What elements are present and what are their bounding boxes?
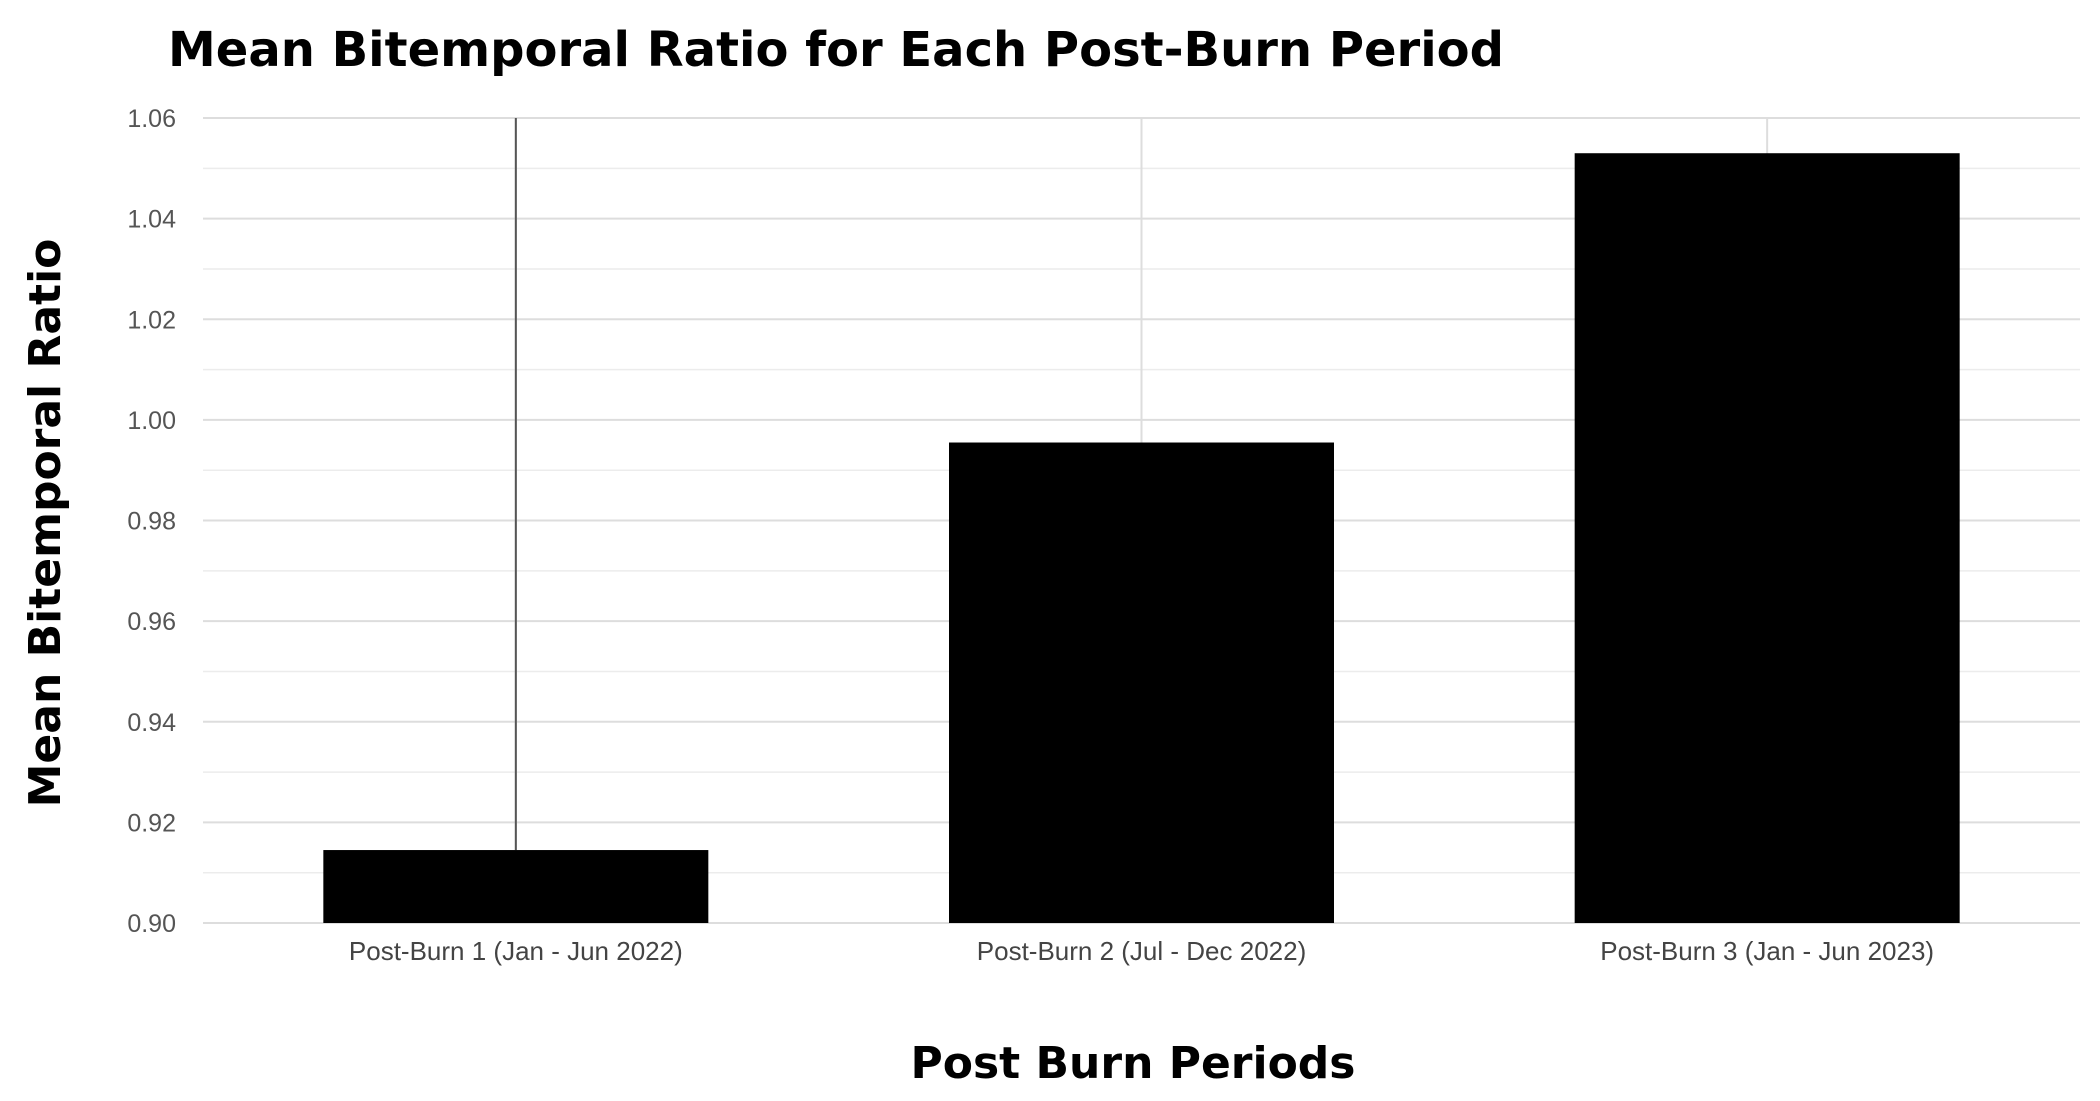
y-tick-label: 1.06: [127, 105, 176, 133]
y-tick-label: 0.98: [127, 508, 176, 536]
x-tick-label: Post-Burn 2 (Jul - Dec 2022): [977, 936, 1306, 966]
y-tick-label: 1.00: [127, 407, 176, 435]
x-axis-title: Post Burn Periods: [910, 1038, 1355, 1089]
y-tick-label: 0.92: [127, 809, 176, 837]
y-axis-ticks: 0.90 0.92 0.94 0.96 0.98 1.00 1.02 1.04 1.06: [127, 105, 176, 938]
y-tick-label: 1.04: [127, 206, 176, 234]
x-tick-label: Post-Burn 3 (Jan - Jun 2023): [1600, 936, 1934, 966]
bar-3: [1574, 153, 1960, 923]
chart-title: Mean Bitemporal Ratio for Each Post-Burn…: [168, 22, 1504, 78]
y-tick-label: 0.90: [127, 910, 176, 938]
y-tick-label: 0.96: [127, 608, 176, 636]
x-tick-label: Post-Burn 1 (Jan - Jun 2022): [349, 936, 683, 966]
y-axis-title: Mean Bitemporal Ratio: [20, 239, 71, 808]
bar-1: [323, 850, 709, 923]
bar-2: [949, 442, 1334, 923]
y-tick-label: 1.02: [127, 306, 176, 334]
bars: [323, 118, 1960, 923]
y-tick-label: 0.94: [127, 709, 176, 737]
x-axis-ticks: Post-Burn 1 (Jan - Jun 2022) Post-Burn 2 …: [349, 936, 1934, 966]
